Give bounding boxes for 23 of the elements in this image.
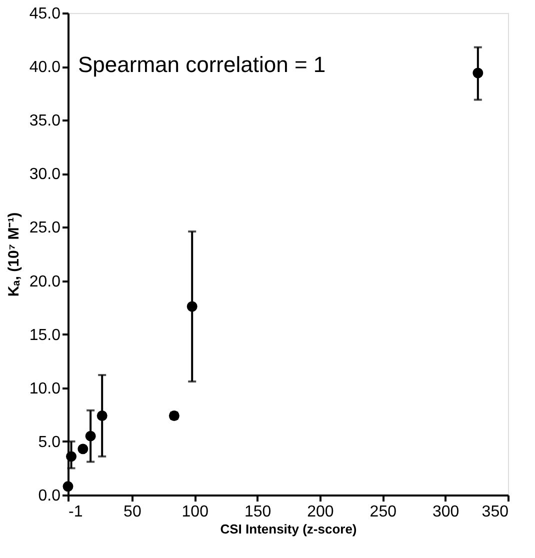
point (78, 444, 88, 454)
y-tick-label: 45.0 (29, 6, 61, 22)
x-tick-label: 300 (432, 504, 460, 520)
y-tick-label: 35.0 (29, 112, 61, 130)
y-tick-label: 10.0 (29, 380, 61, 398)
x-tick-label: 50 (124, 504, 142, 520)
x-tick-label: -1 (68, 504, 83, 520)
x-tick-label: 150 (244, 504, 272, 520)
y-tick-label: 15.0 (29, 326, 61, 344)
y-tick-label: 25.0 (29, 220, 61, 237)
y-axis-title: Kₐ, (10⁷ M⁻¹) (5, 212, 22, 297)
y-tick-label: 30.0 (29, 166, 61, 184)
x-tick-label: 250 (370, 504, 397, 520)
y-tick-label: 5.0 (38, 434, 61, 451)
x-axis-title: CSI Intensity (z-score) (220, 522, 357, 536)
annotation: Spearman correlation = 1 (78, 52, 326, 77)
y-tick-label: 40.0 (29, 59, 61, 76)
x-tick-label: 200 (307, 504, 334, 520)
x-tick-label: 350 (482, 504, 509, 520)
y-tick-label: 0.0 (38, 488, 61, 504)
x-tick-label: 100 (182, 504, 209, 520)
point (62, 481, 74, 492)
y-tick-label: 20.0 (29, 273, 61, 290)
